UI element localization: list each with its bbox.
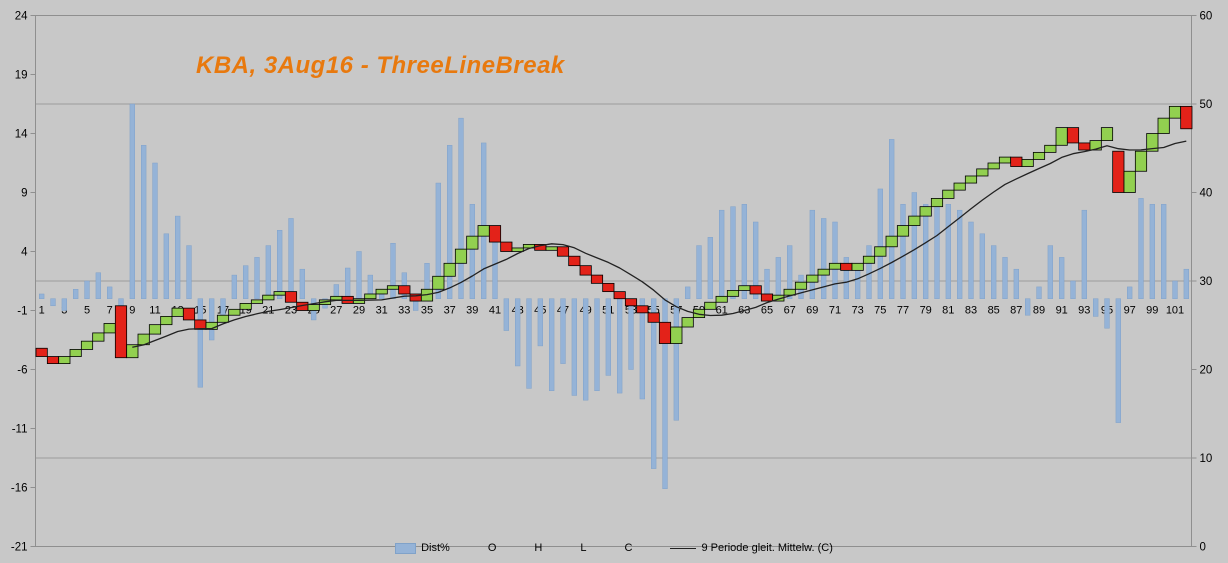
svg-text:60: 60 [1200, 11, 1213, 23]
svg-text:97: 97 [1124, 305, 1136, 317]
svg-text:41: 41 [489, 305, 501, 317]
svg-text:27: 27 [330, 305, 342, 317]
svg-text:-1: -1 [17, 306, 27, 318]
svg-text:11: 11 [149, 305, 160, 317]
svg-text:30: 30 [1200, 276, 1213, 288]
svg-text:89: 89 [1033, 305, 1045, 317]
svg-text:40: 40 [1200, 188, 1213, 200]
svg-text:37: 37 [444, 305, 456, 317]
svg-text:1: 1 [39, 305, 45, 317]
svg-text:93: 93 [1078, 305, 1090, 317]
svg-text:99: 99 [1146, 305, 1158, 317]
svg-text:85: 85 [988, 305, 1000, 317]
svg-text:79: 79 [920, 305, 932, 317]
dist-bar-swatch-icon [395, 542, 417, 554]
svg-text:33: 33 [398, 305, 410, 317]
legend-label-dist: Dist% [421, 542, 450, 554]
svg-text:71: 71 [829, 305, 841, 317]
legend-label-close: C [624, 542, 633, 554]
svg-text:31: 31 [376, 305, 388, 317]
legend-label-ma: 9 Periode gleit. Mittelw. (C) [701, 542, 833, 554]
legend-item-ma: 9 Periode gleit. Mittelw. (C) [670, 542, 833, 554]
svg-text:29: 29 [353, 305, 365, 317]
svg-text:67: 67 [784, 305, 796, 317]
svg-text:75: 75 [874, 305, 886, 317]
legend: Dist% O H L C 9 Periode gleit. Mittelw. … [0, 542, 1228, 554]
svg-text:83: 83 [965, 305, 977, 317]
svg-text:65: 65 [761, 305, 773, 317]
svg-text:39: 39 [466, 305, 478, 317]
svg-text:0: 0 [1200, 542, 1206, 554]
svg-text:35: 35 [421, 305, 433, 317]
legend-label-high: H [534, 542, 543, 554]
svg-text:91: 91 [1056, 305, 1068, 317]
svg-text:69: 69 [806, 305, 818, 317]
legend-item-low: L [580, 542, 586, 554]
svg-text:101: 101 [1166, 305, 1184, 317]
svg-text:5: 5 [84, 305, 90, 317]
svg-text:9: 9 [129, 305, 135, 317]
svg-text:-6: -6 [17, 365, 27, 377]
svg-text:19: 19 [15, 70, 28, 82]
dist-percent-bars [39, 103, 1189, 489]
svg-text:14: 14 [15, 129, 28, 141]
tlb-bricks [35, 105, 1193, 364]
legend-label-low: L [580, 542, 587, 554]
svg-text:10: 10 [1200, 453, 1213, 465]
ma-line-swatch-icon [670, 547, 697, 549]
legend-item-dist: Dist% [395, 542, 450, 554]
chart-title: KBA, 3Aug16 - ThreeLineBreak [196, 52, 565, 79]
svg-text:61: 61 [716, 305, 728, 317]
legend-label-open: O [487, 542, 497, 554]
svg-text:87: 87 [1010, 305, 1022, 317]
svg-text:77: 77 [897, 305, 909, 317]
svg-text:24: 24 [15, 11, 28, 23]
svg-text:73: 73 [852, 305, 864, 317]
ma-line [132, 140, 1187, 348]
svg-text:9: 9 [21, 188, 27, 200]
legend-item-high: H [534, 542, 542, 554]
legend-item-open: O [488, 542, 497, 554]
svg-text:-21: -21 [11, 542, 28, 554]
svg-text:50: 50 [1200, 99, 1213, 111]
svg-text:-11: -11 [12, 424, 28, 436]
svg-text:7: 7 [107, 305, 113, 317]
svg-text:20: 20 [1200, 365, 1213, 377]
gridlines-and-axes [30, 15, 1197, 547]
legend-item-close: C [624, 542, 632, 554]
svg-text:21: 21 [262, 305, 274, 317]
svg-text:-16: -16 [11, 483, 28, 495]
svg-text:81: 81 [942, 305, 954, 317]
svg-text:4: 4 [21, 247, 28, 259]
